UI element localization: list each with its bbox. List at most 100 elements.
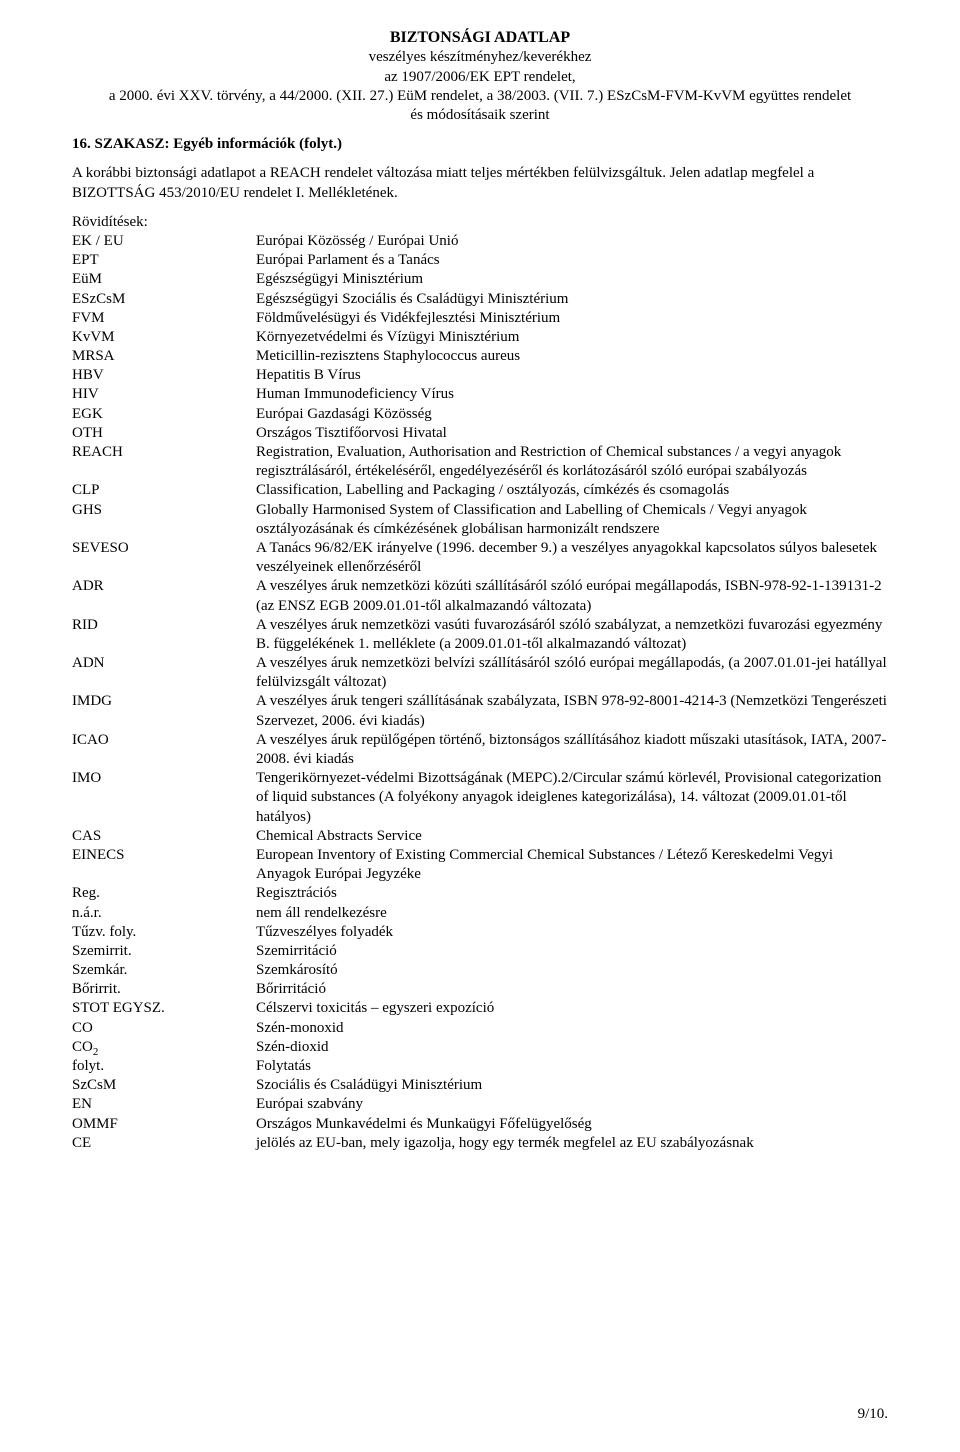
abbrev-value: Szemkárosító [256, 961, 888, 980]
abbrev-row: HBVHepatitis B Vírus [72, 366, 888, 385]
abbrev-key: CLP [72, 481, 256, 500]
abbrev-key: IMDG [72, 692, 256, 711]
abbrev-value: Országos Tisztifőorvosi Hivatal [256, 424, 888, 443]
abbrev-key: ADN [72, 654, 256, 673]
abbrev-key: Szemirrit. [72, 942, 256, 961]
abbrev-key: IMO [72, 769, 256, 788]
abbrev-value: Európai Gazdasági Közösség [256, 405, 888, 424]
abbrev-row: IMDGA veszélyes áruk tengeri szállításán… [72, 692, 888, 730]
abbrev-row: KvVMKörnyezetvédelmi és Vízügyi Miniszté… [72, 328, 888, 347]
abbrev-value: Chemical Abstracts Service [256, 827, 888, 846]
abbrev-value: Tűzveszélyes folyadék [256, 923, 888, 942]
abbrev-row: SzCsMSzociális és Családügyi Minisztériu… [72, 1076, 888, 1095]
abbrev-row: ICAOA veszélyes áruk repülőgépen történő… [72, 731, 888, 769]
abbrev-row: Reg.Regisztrációs [72, 884, 888, 903]
abbrev-value: Célszervi toxicitás – egyszeri expozíció [256, 999, 888, 1018]
abbrev-row: folyt.Folytatás [72, 1057, 888, 1076]
abbrev-key: HIV [72, 385, 256, 404]
abbrev-key: EN [72, 1095, 256, 1114]
abbrev-key: OMMF [72, 1115, 256, 1134]
abbrev-row: STOT EGYSZ.Célszervi toxicitás – egyszer… [72, 999, 888, 1018]
abbrev-key: Tűzv. foly. [72, 923, 256, 942]
abbrev-value: Classification, Labelling and Packaging … [256, 481, 888, 500]
abbrev-value: Szén-dioxid [256, 1038, 888, 1057]
abbrev-value: A veszélyes áruk nemzetközi belvízi szál… [256, 654, 888, 692]
abbrev-row: Szemirrit.Szemirritáció [72, 942, 888, 961]
abbrev-value: Egészségügyi Szociális és Családügyi Min… [256, 290, 888, 309]
abbrev-key: EPT [72, 251, 256, 270]
abbrev-row: IMOTengerikörnyezet-védelmi Bizottságána… [72, 769, 888, 827]
abbrev-row: EPTEurópai Parlament és a Tanács [72, 251, 888, 270]
abbrev-value: A veszélyes áruk repülőgépen történő, bi… [256, 731, 888, 769]
abbrev-row: EK / EUEurópai Közösség / Európai Unió [72, 232, 888, 251]
abbrev-row: CEjelölés az EU-ban, mely igazolja, hogy… [72, 1134, 888, 1153]
abbrev-value: Globally Harmonised System of Classifica… [256, 501, 888, 539]
abbrev-row: SEVESOA Tanács 96/82/EK irányelve (1996.… [72, 539, 888, 577]
abbrev-value: European Inventory of Existing Commercia… [256, 846, 888, 884]
abbrev-value: Szociális és Családügyi Minisztérium [256, 1076, 888, 1095]
document-header: BIZTONSÁGI ADATLAP veszélyes készítményh… [72, 28, 888, 125]
abbrev-key: ADR [72, 577, 256, 596]
abbrev-row: REACHRegistration, Evaluation, Authorisa… [72, 443, 888, 481]
abbrev-key: CAS [72, 827, 256, 846]
abbrev-value: jelölés az EU-ban, mely igazolja, hogy e… [256, 1134, 888, 1153]
abbrev-value: A veszélyes áruk nemzetközi vasúti fuvar… [256, 616, 888, 654]
document-subtitle-2: az 1907/2006/EK EPT rendelet, [72, 68, 888, 87]
abbrev-value: Human Immunodeficiency Vírus [256, 385, 888, 404]
abbrev-value: A veszélyes áruk tengeri szállításának s… [256, 692, 888, 730]
abbrev-value: Bőrirritáció [256, 980, 888, 999]
abbrev-key: Szemkár. [72, 961, 256, 980]
abbrev-value: Európai szabvány [256, 1095, 888, 1114]
page-number: 9/10. [858, 1405, 888, 1424]
abbrev-key: Reg. [72, 884, 256, 903]
intro-paragraph: A korábbi biztonsági adatlapot a REACH r… [72, 164, 888, 202]
abbrev-value: Registration, Evaluation, Authorisation … [256, 443, 888, 481]
abbrev-value: Hepatitis B Vírus [256, 366, 888, 385]
abbreviations-table: EK / EUEurópai Közösség / Európai UnióEP… [72, 232, 888, 1153]
abbrev-key: CE [72, 1134, 256, 1153]
abbrev-key: KvVM [72, 328, 256, 347]
abbrev-row: MRSAMeticillin-rezisztens Staphylococcus… [72, 347, 888, 366]
abbrev-row: ADRA veszélyes áruk nemzetközi közúti sz… [72, 577, 888, 615]
abbrev-row: EüMEgészségügyi Minisztérium [72, 270, 888, 289]
abbrev-value: Egészségügyi Minisztérium [256, 270, 888, 289]
abbrev-row: ADNA veszélyes áruk nemzetközi belvízi s… [72, 654, 888, 692]
abbrev-row: HIVHuman Immunodeficiency Vírus [72, 385, 888, 404]
abbrev-row: FVMFöldművelésügyi és Vidékfejlesztési M… [72, 309, 888, 328]
document-subtitle-4: és módosításaik szerint [72, 106, 888, 125]
abbrev-row: ESzCsMEgészségügyi Szociális és Családüg… [72, 290, 888, 309]
abbrev-key: OTH [72, 424, 256, 443]
abbrev-value: Földművelésügyi és Vidékfejlesztési Mini… [256, 309, 888, 328]
abbrev-value: A Tanács 96/82/EK irányelve (1996. decem… [256, 539, 888, 577]
document-subtitle-1: veszélyes készítményhez/keverékhez [72, 48, 888, 67]
abbrev-row: Bőrirrit.Bőrirritáció [72, 980, 888, 999]
abbrev-value: Szén-monoxid [256, 1019, 888, 1038]
abbrev-row: EINECSEuropean Inventory of Existing Com… [72, 846, 888, 884]
abbrev-key: ESzCsM [72, 290, 256, 309]
abbrev-key: HBV [72, 366, 256, 385]
abbrev-key: EK / EU [72, 232, 256, 251]
section-heading: 16. SZAKASZ: Egyéb információk (folyt.) [72, 135, 888, 154]
abbrev-row: ENEurópai szabvány [72, 1095, 888, 1114]
document-subtitle-3: a 2000. évi XXV. törvény, a 44/2000. (XI… [72, 87, 888, 106]
abbrev-value: nem áll rendelkezésre [256, 904, 888, 923]
abbrev-key: Bőrirrit. [72, 980, 256, 999]
abbrev-key: GHS [72, 501, 256, 520]
abbrev-key: n.á.r. [72, 904, 256, 923]
abbrev-key: EGK [72, 405, 256, 424]
abbrev-key: SEVESO [72, 539, 256, 558]
abbrev-value: Környezetvédelmi és Vízügyi Minisztérium [256, 328, 888, 347]
abbrev-row: OTHOrszágos Tisztifőorvosi Hivatal [72, 424, 888, 443]
abbrev-value: A veszélyes áruk nemzetközi közúti száll… [256, 577, 888, 615]
abbrev-key: RID [72, 616, 256, 635]
abbrev-value: Regisztrációs [256, 884, 888, 903]
abbrev-key: FVM [72, 309, 256, 328]
abbrev-key: REACH [72, 443, 256, 462]
abbrev-row: CO2Szén-dioxid [72, 1038, 888, 1057]
abbrev-row: Szemkár.Szemkárosító [72, 961, 888, 980]
abbrev-key: MRSA [72, 347, 256, 366]
abbreviations-label: Rövidítések: [72, 213, 888, 232]
abbrev-row: Tűzv. foly.Tűzveszélyes folyadék [72, 923, 888, 942]
abbrev-key: SzCsM [72, 1076, 256, 1095]
abbrev-row: CASChemical Abstracts Service [72, 827, 888, 846]
